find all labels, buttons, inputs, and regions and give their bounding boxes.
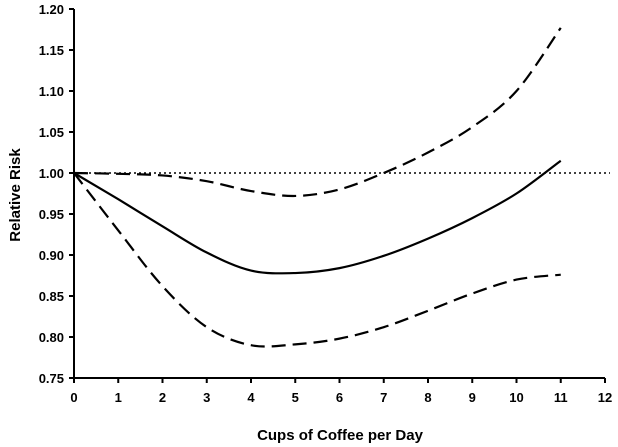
upper-ci-line — [73, 27, 562, 198]
x-tick-label: 7 — [380, 390, 387, 405]
y-tick-label: 1.00 — [39, 166, 64, 181]
y-tick-label: 0.85 — [39, 289, 64, 304]
x-tick-label: 12 — [598, 390, 612, 405]
y-tick-label: 0.90 — [39, 248, 64, 263]
x-axis-label: Cups of Coffee per Day — [257, 427, 424, 444]
estimate-line — [73, 159, 562, 275]
y-tick-label: 1.10 — [39, 84, 64, 99]
x-tick-label: 2 — [159, 390, 166, 405]
y-tick-label: 0.95 — [39, 207, 64, 222]
x-tick-label: 0 — [70, 390, 77, 405]
x-tick-label: 5 — [292, 390, 299, 405]
y-tick-label: 1.15 — [39, 43, 64, 58]
x-tick-label: 11 — [554, 390, 568, 405]
x-tick-label: 3 — [203, 390, 210, 405]
y-axis-label: Relative Risk — [7, 148, 24, 242]
x-tick-label: 8 — [424, 390, 431, 405]
x-tick-label: 10 — [509, 390, 523, 405]
x-tick-label: 1 — [115, 390, 122, 405]
x-tick-label: 9 — [469, 390, 476, 405]
lower-ci-line — [73, 172, 561, 348]
y-tick-label: 1.05 — [39, 125, 64, 140]
x-tick-label: 6 — [336, 390, 343, 405]
x-tick-label: 4 — [247, 390, 255, 405]
y-tick-label: 0.75 — [39, 371, 64, 386]
y-tick-label: 0.80 — [39, 330, 64, 345]
y-tick-label: 1.20 — [39, 2, 64, 17]
